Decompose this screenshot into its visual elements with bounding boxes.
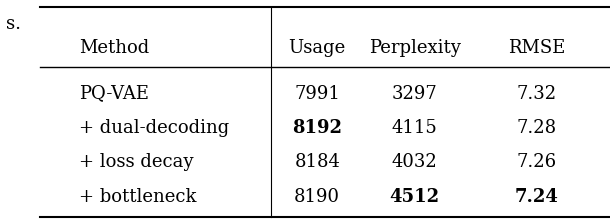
Text: PQ-VAE: PQ-VAE	[79, 84, 149, 103]
Text: Usage: Usage	[289, 39, 346, 57]
Text: 7.24: 7.24	[515, 188, 559, 206]
Text: 7.32: 7.32	[517, 84, 557, 103]
Text: 8184: 8184	[294, 153, 340, 171]
Text: + bottleneck: + bottleneck	[79, 188, 197, 206]
Text: 4115: 4115	[392, 119, 438, 137]
Text: 8192: 8192	[292, 119, 342, 137]
Text: RMSE: RMSE	[508, 39, 565, 57]
Text: 7991: 7991	[294, 84, 340, 103]
Text: 4032: 4032	[392, 153, 438, 171]
Text: Perplexity: Perplexity	[369, 39, 461, 57]
Text: + dual-decoding: + dual-decoding	[79, 119, 229, 137]
Text: 8190: 8190	[294, 188, 340, 206]
Text: 7.28: 7.28	[517, 119, 557, 137]
Text: 4512: 4512	[390, 188, 440, 206]
Text: 3297: 3297	[392, 84, 438, 103]
Text: 7.26: 7.26	[517, 153, 557, 171]
Text: Method: Method	[79, 39, 149, 57]
Text: + loss decay: + loss decay	[79, 153, 194, 171]
Text: s.: s.	[6, 15, 21, 33]
